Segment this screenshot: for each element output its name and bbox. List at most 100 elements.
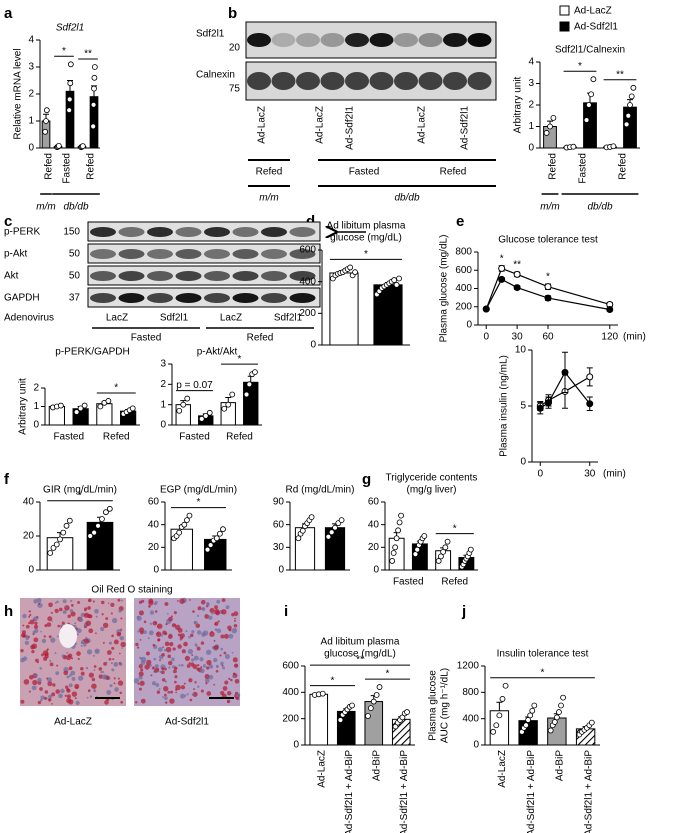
data-point [252, 369, 258, 376]
bar [204, 538, 227, 571]
stain-dot [165, 623, 168, 626]
stain-dot [111, 617, 118, 624]
data-point [393, 281, 400, 288]
stain-dot [98, 674, 103, 679]
chart-title: Rd (mg/dL/min) [286, 485, 355, 496]
stain-dot [68, 699, 74, 705]
stain-dot [98, 667, 103, 671]
stain-dot [61, 621, 65, 625]
stain-dot [171, 623, 176, 628]
stain-dot [95, 615, 98, 618]
x-tick-label: 30 [512, 332, 524, 343]
stain-dot [169, 698, 175, 704]
x-tick-label: Refed [548, 153, 559, 180]
stain-dot [49, 662, 54, 667]
blot-band [147, 271, 173, 281]
stain-dot [214, 623, 217, 626]
stain-dot [36, 661, 39, 664]
stain-dot [92, 600, 95, 603]
data-point [347, 264, 354, 271]
blot-band [261, 249, 287, 259]
significance-label: * [453, 523, 457, 534]
data-point [299, 527, 306, 534]
stain-dot [117, 680, 124, 686]
stain-dot [202, 630, 209, 636]
stain-dot [76, 628, 82, 634]
y-tick-label: 20 [23, 531, 35, 542]
stain-dot [159, 670, 162, 674]
stain-dot [148, 598, 154, 604]
stain-dot [188, 662, 191, 665]
y-tick-label: 60 [148, 497, 160, 508]
stain-dot [58, 693, 63, 699]
stain-dot [227, 691, 232, 696]
blot-band [467, 33, 492, 47]
significance-label: * [238, 354, 242, 365]
y-tick-label: 2 [160, 379, 166, 390]
data-point [606, 305, 614, 313]
x-tick-label: 60 [542, 332, 554, 343]
blot-band [345, 33, 369, 47]
stain-dot [143, 630, 147, 634]
stain-dot [93, 689, 97, 693]
stain-dot [70, 670, 76, 676]
x-group-label: Fasted [179, 432, 210, 443]
stain-dot [140, 668, 144, 672]
data-point [502, 682, 509, 689]
stain-dot [190, 633, 194, 638]
stain-dot [189, 698, 193, 702]
stain-dot [117, 598, 121, 602]
y-tick-label: 200 [455, 301, 472, 312]
stain-dot [193, 620, 198, 625]
stain-dot [192, 610, 195, 613]
y-tick-label: 600 [282, 661, 299, 672]
stain-dot [108, 657, 112, 661]
stain-dot [33, 616, 38, 622]
stain-dot [164, 602, 169, 606]
x-tick-label: Refed [618, 153, 629, 180]
significance-label: * [197, 497, 201, 508]
stain-dot [204, 614, 210, 619]
stain-dot [145, 651, 150, 656]
blot-band [232, 249, 259, 259]
stain-dot [117, 677, 120, 680]
stain-dot [111, 646, 115, 650]
stain-dot [225, 605, 230, 610]
stain-dot [180, 663, 184, 667]
data-point [525, 717, 532, 723]
stain-dot [114, 687, 119, 692]
bar [583, 102, 597, 149]
x-tick-label: 0 [483, 332, 489, 343]
stain-dot [23, 679, 30, 685]
blot-band [175, 249, 202, 259]
blot-band [418, 72, 443, 90]
y-tick-label: 200 [299, 308, 316, 319]
stain-dot [51, 620, 53, 623]
data-point [90, 101, 97, 108]
stain-dot [178, 664, 181, 667]
stain-dot [231, 651, 234, 654]
stain-dot [61, 654, 65, 658]
data-point [610, 143, 617, 150]
data-point [63, 522, 70, 529]
stain-dot [208, 615, 213, 620]
blot-band [232, 227, 259, 237]
stain-dot [214, 628, 218, 631]
lane-label: Ad-LacZ [417, 106, 428, 144]
stain-dot [80, 612, 85, 618]
stain-dot [33, 624, 39, 630]
legend-swatch [559, 21, 570, 32]
data-point [87, 533, 94, 539]
blot-band [147, 227, 173, 237]
stain-dot [219, 654, 222, 657]
data-point [183, 517, 190, 524]
stain-dot [111, 668, 115, 672]
blot-band [369, 72, 394, 90]
data-point [493, 722, 500, 729]
stain-dot [211, 612, 214, 615]
stain-dot [42, 650, 49, 656]
data-point [527, 712, 534, 719]
blot-band [289, 271, 316, 281]
chart-title: Glucose tolerance test [498, 235, 598, 246]
stain-dot [175, 684, 181, 691]
